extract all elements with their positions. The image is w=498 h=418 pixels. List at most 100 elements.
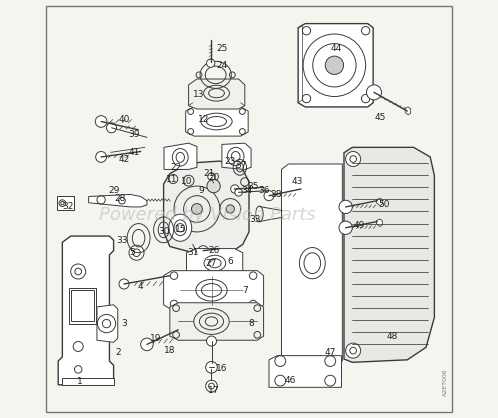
Circle shape	[206, 255, 217, 267]
Text: 50: 50	[378, 200, 390, 209]
Bar	[71, 290, 94, 321]
Polygon shape	[344, 147, 434, 362]
Circle shape	[231, 185, 239, 193]
Text: 22: 22	[170, 163, 182, 172]
Circle shape	[208, 173, 215, 180]
Polygon shape	[405, 107, 411, 115]
Text: 32: 32	[62, 202, 74, 212]
Text: 37: 37	[235, 161, 247, 170]
Text: 27: 27	[206, 259, 217, 268]
Circle shape	[107, 123, 117, 133]
Circle shape	[95, 116, 107, 127]
Text: 46: 46	[285, 376, 296, 385]
Text: 17: 17	[208, 386, 219, 395]
Text: 3: 3	[121, 319, 127, 328]
Polygon shape	[222, 143, 251, 169]
Polygon shape	[89, 194, 147, 207]
Text: 42: 42	[119, 155, 129, 163]
Text: 45: 45	[374, 113, 386, 122]
Circle shape	[325, 56, 344, 74]
Circle shape	[140, 338, 153, 351]
Text: 10: 10	[181, 177, 192, 186]
Text: 19: 19	[149, 334, 161, 343]
Circle shape	[96, 151, 107, 162]
Circle shape	[367, 85, 381, 100]
Text: 16: 16	[216, 364, 228, 372]
Text: 48: 48	[387, 331, 398, 341]
Circle shape	[198, 246, 208, 256]
Polygon shape	[164, 271, 263, 310]
Text: 2: 2	[115, 348, 121, 357]
Text: 5: 5	[129, 248, 135, 257]
Text: 13: 13	[193, 90, 205, 99]
Text: 31: 31	[187, 248, 199, 257]
Circle shape	[346, 343, 361, 358]
Text: 33: 33	[116, 236, 127, 245]
Circle shape	[129, 245, 144, 260]
Text: 41: 41	[129, 148, 140, 157]
Polygon shape	[62, 378, 114, 385]
Text: 39: 39	[128, 130, 140, 138]
Circle shape	[339, 200, 352, 214]
Circle shape	[226, 205, 235, 213]
Polygon shape	[298, 23, 373, 107]
Text: 12: 12	[198, 115, 209, 124]
Circle shape	[206, 362, 217, 373]
Polygon shape	[376, 219, 382, 227]
Text: 28: 28	[114, 194, 125, 203]
Text: 40: 40	[119, 115, 129, 124]
Bar	[69, 288, 96, 324]
Text: 43: 43	[291, 177, 303, 186]
Text: 4: 4	[138, 282, 143, 291]
Circle shape	[346, 151, 361, 166]
Text: 1: 1	[77, 377, 83, 386]
Text: 6: 6	[228, 257, 233, 265]
Polygon shape	[376, 198, 382, 206]
Circle shape	[339, 221, 352, 234]
Text: 44: 44	[331, 44, 342, 53]
Polygon shape	[170, 303, 263, 340]
Polygon shape	[269, 356, 342, 387]
Text: 15: 15	[174, 225, 186, 234]
Text: 24: 24	[216, 61, 228, 70]
Circle shape	[207, 179, 220, 193]
Text: 49: 49	[354, 221, 365, 230]
Ellipse shape	[169, 214, 192, 241]
Text: 7: 7	[242, 286, 248, 295]
Circle shape	[59, 200, 66, 206]
Polygon shape	[97, 305, 118, 342]
Ellipse shape	[282, 166, 309, 196]
Ellipse shape	[291, 175, 300, 186]
Text: 47: 47	[325, 348, 336, 357]
Text: 11: 11	[166, 175, 178, 184]
Text: A2ET006: A2ET006	[443, 369, 448, 397]
Text: 30: 30	[158, 227, 169, 237]
Text: 38: 38	[270, 190, 282, 199]
Text: 9: 9	[198, 186, 204, 195]
Text: 36: 36	[258, 186, 269, 195]
Text: 25: 25	[216, 44, 228, 53]
Text: 21: 21	[204, 169, 215, 178]
Text: 29: 29	[108, 186, 120, 195]
Circle shape	[235, 189, 243, 196]
Circle shape	[119, 279, 129, 289]
Text: 35: 35	[248, 181, 259, 191]
Text: 20: 20	[208, 173, 219, 182]
Text: 26: 26	[208, 246, 219, 255]
Polygon shape	[58, 236, 114, 385]
Circle shape	[207, 336, 217, 346]
Circle shape	[192, 204, 202, 214]
Bar	[57, 196, 74, 210]
Polygon shape	[164, 143, 197, 169]
Polygon shape	[164, 161, 249, 255]
Circle shape	[206, 380, 217, 392]
Polygon shape	[189, 79, 245, 109]
Text: Powered by Vision Parts: Powered by Vision Parts	[99, 206, 316, 224]
Circle shape	[264, 191, 274, 201]
Polygon shape	[186, 107, 248, 136]
Polygon shape	[281, 164, 342, 361]
Text: 23: 23	[225, 157, 236, 166]
Polygon shape	[187, 249, 243, 278]
Text: 33: 33	[249, 215, 261, 224]
Text: 18: 18	[164, 346, 176, 355]
